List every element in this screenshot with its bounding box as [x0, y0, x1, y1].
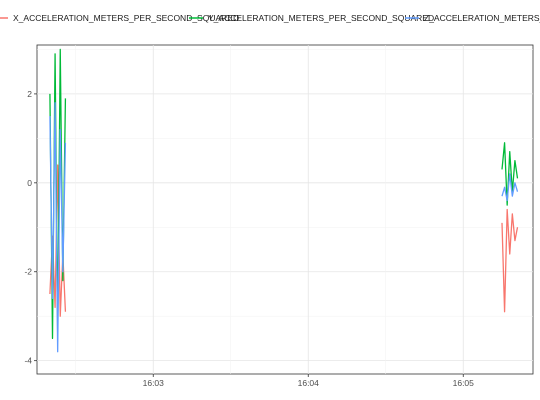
legend-item: X_ACCELERATION_METERS_PER_SECOND_SQUARED — [0, 13, 239, 23]
legend: X_ACCELERATION_METERS_PER_SECOND_SQUARED… — [0, 13, 540, 23]
y-tick-label: -4 — [24, 356, 32, 366]
legend-item: Y_ACCELERATION_METERS_PER_SECOND_SQUARED — [189, 13, 434, 23]
x-tick-label: 16:03 — [143, 378, 165, 388]
legend-label: Z_ACCELERATION_METERS_PER_SECOND_SQUARED — [424, 13, 540, 23]
y-tick-label: 2 — [27, 89, 32, 99]
y-tick-label: 0 — [27, 178, 32, 188]
y-tick-label: -2 — [24, 267, 32, 277]
plot-panel — [37, 45, 533, 374]
legend-item: Z_ACCELERATION_METERS_PER_SECOND_SQUARED — [405, 13, 540, 23]
x-tick-label: 16:05 — [453, 378, 475, 388]
x-tick-label: 16:04 — [298, 378, 320, 388]
legend-label: X_ACCELERATION_METERS_PER_SECOND_SQUARED — [13, 13, 239, 23]
legend-label: Y_ACCELERATION_METERS_PER_SECOND_SQUARED — [208, 13, 434, 23]
